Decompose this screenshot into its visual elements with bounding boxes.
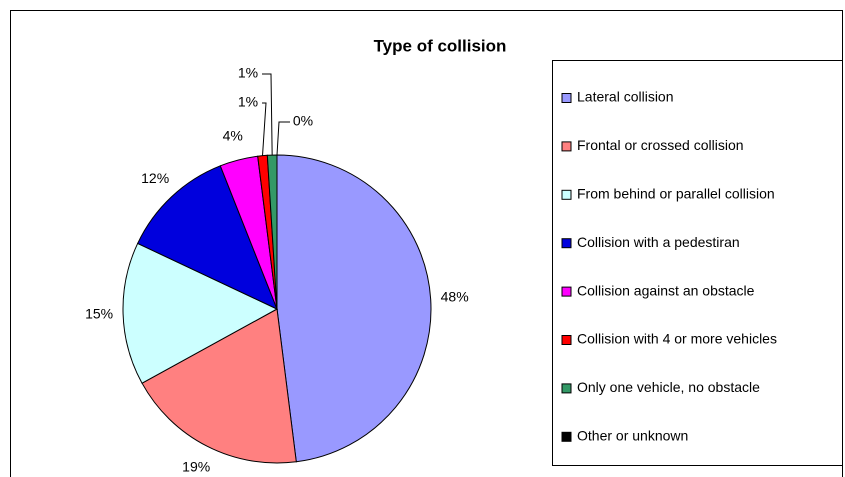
legend-box xyxy=(552,60,843,466)
data-label: 15% xyxy=(85,305,113,321)
leader-line xyxy=(262,73,273,156)
legend-swatch xyxy=(561,431,572,442)
legend-label: Other or unknown xyxy=(577,428,688,444)
legend-swatch xyxy=(561,383,572,394)
pie-slice xyxy=(141,308,297,464)
pie-slice xyxy=(122,242,279,384)
legend-swatch xyxy=(561,189,572,200)
legend-label: Only one vehicle, no obstacle xyxy=(577,379,760,395)
legend-label: From behind or parallel collision xyxy=(577,186,775,202)
legend-label: Frontal or crossed collision xyxy=(577,137,744,153)
pie-slice xyxy=(136,165,278,310)
legend-swatch xyxy=(561,141,572,152)
leader-line xyxy=(262,102,267,156)
data-label: 1% xyxy=(238,94,258,110)
data-label: 48% xyxy=(441,289,469,305)
legend-swatch xyxy=(561,286,572,297)
legend-swatch xyxy=(561,93,572,103)
chart-title: Type of collision xyxy=(374,36,507,55)
legend-label: Lateral collision xyxy=(577,89,674,105)
legend-label: Collision with a pedestiran xyxy=(577,234,740,250)
legend-label: Collision against an obstacle xyxy=(577,282,755,298)
data-label: 4% xyxy=(223,127,243,143)
data-label: 0% xyxy=(293,113,313,129)
data-label: 19% xyxy=(182,458,210,474)
legend-label: Collision with 4 or more vehicles xyxy=(577,331,777,347)
data-label: 12% xyxy=(141,170,169,186)
data-label: 1% xyxy=(238,65,258,81)
legend-swatch xyxy=(561,238,572,249)
legend-swatch xyxy=(561,335,572,345)
leader-line xyxy=(276,121,290,156)
pie-slice xyxy=(276,154,432,463)
